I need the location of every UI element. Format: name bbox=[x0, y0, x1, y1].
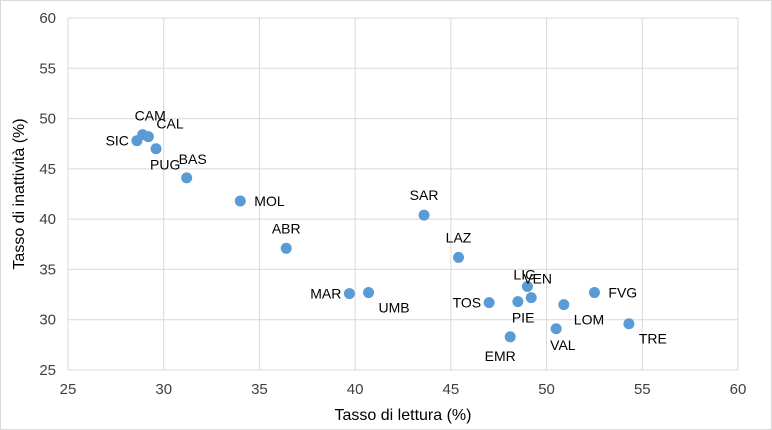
x-tick-label: 40 bbox=[347, 381, 364, 398]
x-tick-label: 60 bbox=[730, 381, 747, 398]
x-tick-label: 50 bbox=[538, 381, 555, 398]
point-label-pug: PUG bbox=[150, 157, 180, 173]
y-tick-label: 25 bbox=[39, 362, 56, 379]
x-tick-label: 35 bbox=[251, 381, 268, 398]
point-label-tos: TOS bbox=[453, 295, 482, 311]
scatter-point-pug bbox=[150, 143, 162, 155]
y-tick-label: 60 bbox=[39, 10, 56, 27]
point-label-fvg: FVG bbox=[608, 285, 637, 301]
point-label-cam: CAM bbox=[135, 108, 166, 124]
gridlines bbox=[67, 17, 739, 371]
y-tick-label: 50 bbox=[39, 111, 56, 128]
x-tick-label: 45 bbox=[443, 381, 460, 398]
scatter-point-mar bbox=[343, 288, 355, 300]
point-label-tre: TRE bbox=[639, 331, 667, 347]
point-label-pie: PIE bbox=[512, 310, 535, 326]
y-tick-label: 45 bbox=[39, 161, 56, 178]
scatter-point-umb bbox=[363, 287, 375, 299]
y-tick-label: 40 bbox=[39, 211, 56, 228]
x-tick-label: 25 bbox=[60, 381, 77, 398]
point-label-val: VAL bbox=[550, 337, 576, 353]
x-tick-label: 30 bbox=[155, 381, 172, 398]
point-label-sic: SIC bbox=[106, 133, 129, 149]
scatter-point-mol bbox=[234, 195, 246, 207]
x-tick-label: 55 bbox=[634, 381, 651, 398]
scatter-point-sar bbox=[418, 209, 430, 221]
point-label-lig: LIG bbox=[513, 267, 536, 283]
point-label-cal: CAL bbox=[156, 116, 183, 132]
scatter-point-tre bbox=[623, 318, 635, 330]
y-tick-label: 35 bbox=[39, 261, 56, 278]
scatter-point-sic bbox=[131, 135, 143, 147]
scatter-point-cal bbox=[142, 131, 154, 143]
scatter-point-pie bbox=[512, 296, 524, 308]
scatter-point-tos bbox=[483, 297, 495, 309]
y-tick-label: 30 bbox=[39, 312, 56, 329]
scatter-point-bas bbox=[181, 172, 193, 184]
point-label-laz: LAZ bbox=[446, 229, 472, 245]
scatter-point-emr bbox=[504, 331, 516, 343]
data-points bbox=[131, 129, 635, 343]
point-label-abr: ABR bbox=[272, 220, 301, 236]
point-label-sar: SAR bbox=[410, 187, 439, 203]
scatter-point-val bbox=[550, 323, 562, 335]
point-label-bas: BAS bbox=[179, 151, 207, 167]
scatter-point-abr bbox=[280, 242, 292, 254]
point-label-lom: LOM bbox=[574, 312, 604, 328]
tick-labels: 25 30 35 40 45 50 55 60 25 30 35 40 45 50 55 60 bbox=[39, 10, 746, 398]
scatter-point-laz bbox=[453, 251, 465, 263]
point-label-emr: EMR bbox=[485, 348, 516, 364]
scatter-point-fvg bbox=[588, 287, 600, 299]
point-label-umb: UMB bbox=[379, 300, 410, 316]
scatter-point-lom bbox=[558, 299, 570, 311]
scatter-point-lig bbox=[521, 281, 533, 293]
y-axis-title: Tasso di inattività (%) bbox=[11, 118, 28, 269]
x-axis-title: Tasso di lettura (%) bbox=[335, 407, 472, 424]
point-label-mol: MOL bbox=[254, 193, 285, 209]
point-label-ven: VEN bbox=[523, 271, 552, 287]
y-tick-label: 55 bbox=[39, 60, 56, 77]
point-label-mar: MAR bbox=[310, 286, 341, 302]
scatter-point-ven bbox=[525, 292, 537, 304]
